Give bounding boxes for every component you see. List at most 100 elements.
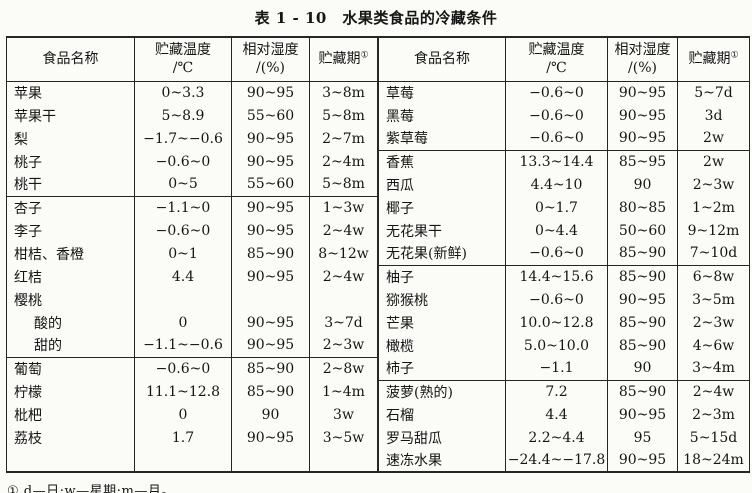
storage-period-cell: 3~5w	[309, 426, 378, 449]
storage-temp-cell: 5.0~10.0	[505, 334, 608, 357]
table-title: 表 1 - 10 水果类食品的冷藏条件	[254, 9, 498, 27]
humidity-cell: 90~95	[607, 127, 678, 150]
food-name-cell: 苹果	[6, 81, 135, 104]
storage-temp-cell: −0.6~0	[505, 127, 608, 150]
storage-period-cell: 2~4w	[309, 219, 378, 242]
food-name-cell: 椰子	[378, 196, 506, 219]
storage-period-cell: 2~4m	[309, 150, 378, 173]
food-name-cell: 荔枝	[6, 426, 135, 449]
food-name-cell: 速冻水果	[378, 449, 506, 472]
food-name-cell: 无花果(新鲜)	[378, 242, 506, 265]
storage-temp-cell: 0~4.4	[505, 219, 608, 242]
food-name-cell: 枇杷	[6, 403, 135, 426]
food-table-right: 食品名称 贮藏温度/℃ 相对湿度/(%) 贮藏期① 草莓 −0.6~0 90~95 5…	[378, 36, 750, 473]
storage-period-cell: 5~7d	[677, 81, 750, 104]
humidity-cell: 90	[231, 403, 310, 426]
storage-temp-cell: 0~5	[134, 173, 232, 196]
table-row: 猕猴桃 −0.6~0 90~95 3~5m	[378, 288, 750, 311]
table-row: 罗马甜瓜 2.2~4.4 95 5~15d	[378, 426, 750, 449]
food-name-cell: 罗马甜瓜	[378, 426, 506, 449]
storage-period-cell: 3~7d	[309, 311, 378, 334]
table-row: 桃子 −0.6~0 90~95 2~4m	[6, 150, 378, 173]
storage-period-cell: 18~24m	[677, 449, 750, 472]
food-name-cell: 柠檬	[6, 380, 135, 403]
storage-period-cell	[309, 288, 378, 311]
storage-temp-cell: 11.1~12.8	[134, 380, 232, 403]
storage-period-cell: 7~10d	[677, 242, 750, 265]
food-name-cell: 柿子	[378, 357, 506, 380]
storage-period-cell: 2~3w	[677, 311, 750, 334]
humidity-cell: 85~90	[607, 264, 678, 288]
table-row: 红桔 4.4 90~95 2~4w	[6, 265, 378, 288]
storage-period-cell: 5~8m	[309, 173, 378, 196]
storage-period-cell: 4~6w	[677, 334, 750, 357]
table-row: 紫草莓 −0.6~0 90~95 2w	[378, 127, 750, 150]
storage-temp-cell: 4.4	[134, 265, 232, 288]
storage-period-cell: 3~5m	[677, 288, 750, 311]
table-row: 芒果 10.0~12.8 85~90 2~3w	[378, 311, 750, 334]
storage-period-cell: 2~8w	[309, 356, 378, 380]
humidity-cell: 90~95	[607, 288, 678, 311]
table-row: 速冻水果 −24.4~−17.8 90~95 18~24m	[378, 449, 750, 472]
humidity-cell: 80~85	[607, 196, 678, 219]
food-name-cell: 李子	[6, 219, 135, 242]
food-name-cell	[6, 449, 135, 472]
storage-temp-cell: 2.2~4.4	[505, 426, 608, 449]
storage-period-cell: 2~4w	[677, 379, 750, 403]
table-row: 草莓 −0.6~0 90~95 5~7d	[378, 81, 750, 104]
table-row: 枇杷 0 90 3w	[6, 403, 378, 426]
table-row: 杏子 −1.1~0 90~95 1~3w	[6, 195, 378, 219]
humidity-cell: 90	[607, 357, 678, 380]
table-row: 李子 −0.6~0 90~95 2~4w	[6, 219, 378, 242]
storage-period-cell: 2~3w	[677, 173, 750, 196]
food-name-cell: 黑莓	[378, 104, 506, 127]
food-name-cell: 猕猴桃	[378, 288, 506, 311]
humidity-cell	[231, 288, 310, 311]
storage-temp-cell: −0.6~0	[505, 288, 608, 311]
table-row: 苹果干 5~8.9 55~60 5~8m	[6, 104, 378, 127]
food-name-cell: 芒果	[378, 311, 506, 334]
header-relative-humidity: 相对湿度/(%)	[231, 37, 310, 82]
table-row: 柠檬 11.1~12.8 85~90 1~4m	[6, 380, 378, 403]
header-row: 食品名称 贮藏温度/℃ 相对湿度/(%) 贮藏期①	[378, 37, 750, 82]
storage-temp-cell: −0.6~0	[134, 356, 232, 380]
tables-container: 食品名称 贮藏温度/℃ 相对湿度/(%) 贮藏期① 苹果 0~3.3 90~95 3~…	[6, 36, 750, 473]
storage-period-cell: 2~3w	[309, 334, 378, 357]
storage-period-cell: 3w	[309, 403, 378, 426]
humidity-cell: 90~95	[231, 334, 310, 357]
footnote-marker: ①	[360, 50, 369, 61]
humidity-cell: 90~95	[607, 104, 678, 127]
table-row: 柿子 −1.1 90 3~4m	[378, 357, 750, 380]
storage-temp-cell: −0.6~0	[505, 242, 608, 265]
food-name-cell: 甜的	[6, 334, 135, 357]
storage-temp-cell: −0.6~0	[134, 219, 232, 242]
storage-period-cell: 2~7m	[309, 127, 378, 150]
storage-temp-cell: 0	[134, 311, 232, 334]
storage-temp-cell: 0~3.3	[134, 81, 232, 104]
table-row: 荔枝 1.7 90~95 3~5w	[6, 426, 378, 449]
humidity-cell: 85~90	[607, 242, 678, 265]
storage-temp-cell: 0	[134, 403, 232, 426]
storage-temp-cell: 10.0~12.8	[505, 311, 608, 334]
humidity-cell: 90~95	[231, 311, 310, 334]
storage-temp-cell: 13.3~14.4	[505, 149, 608, 173]
food-name-cell: 无花果干	[378, 219, 506, 242]
storage-period-cell: 3d	[677, 104, 750, 127]
storage-temp-cell: 1.7	[134, 426, 232, 449]
table-row: 菠萝(熟的) 7.2 85~90 2~4w	[378, 379, 750, 403]
storage-period-cell: 1~3w	[309, 195, 378, 219]
storage-period-cell: 2w	[677, 149, 750, 173]
header-storage-period: 贮藏期①	[309, 37, 378, 82]
table-row: 橄榄 5.0~10.0 85~90 4~6w	[378, 334, 750, 357]
table-row: 柚子 14.4~15.6 85~90 6~8w	[378, 264, 750, 288]
header-storage-temp: 贮藏温度/℃	[505, 37, 608, 82]
storage-period-cell: 2~4w	[309, 265, 378, 288]
table-row: 黑莓 −0.6~0 90~95 3d	[378, 104, 750, 127]
table-row: 西瓜 4.4~10 90 2~3w	[378, 173, 750, 196]
storage-temp-cell: −0.6~0	[505, 104, 608, 127]
header-relative-humidity: 相对湿度/(%)	[607, 37, 678, 82]
storage-period-cell: 9~12m	[677, 219, 750, 242]
humidity-cell: 90~95	[231, 195, 310, 219]
storage-temp-cell	[134, 288, 232, 311]
storage-period-cell: 1~4m	[309, 380, 378, 403]
